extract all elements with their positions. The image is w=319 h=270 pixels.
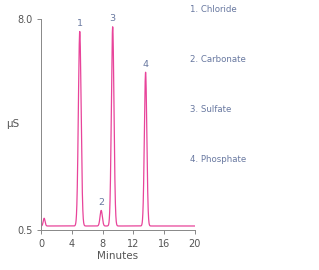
Text: 4: 4 — [143, 60, 149, 69]
Text: 1. Chloride: 1. Chloride — [190, 5, 237, 14]
X-axis label: Minutes: Minutes — [98, 251, 138, 261]
Text: 2. Carbonate: 2. Carbonate — [190, 55, 246, 64]
Text: 3. Sulfate: 3. Sulfate — [190, 105, 231, 114]
Text: 1: 1 — [77, 19, 83, 28]
Text: 4. Phosphate: 4. Phosphate — [190, 155, 246, 164]
Y-axis label: μS: μS — [6, 119, 19, 129]
Text: 3: 3 — [110, 14, 116, 23]
Text: 2: 2 — [98, 198, 104, 207]
